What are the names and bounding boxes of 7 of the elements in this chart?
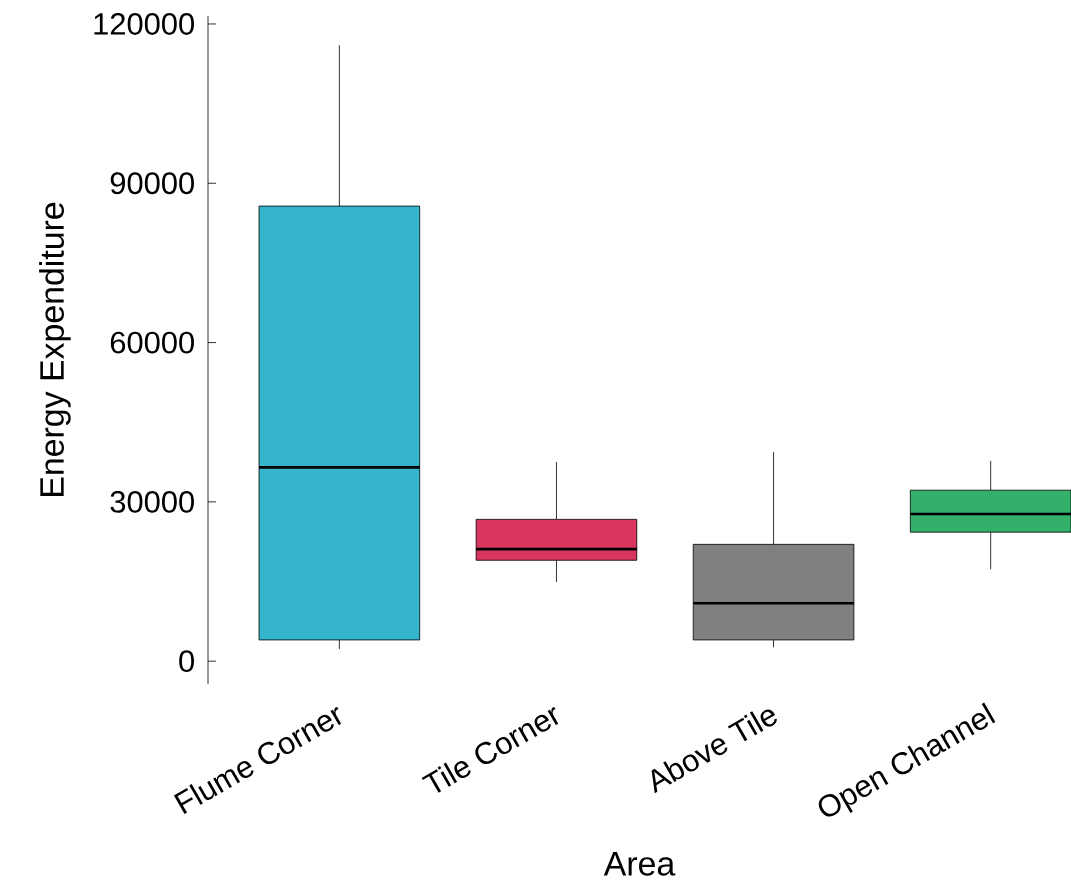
y-tick-label: 120000	[94, 13, 194, 35]
y-tick-label: 90000	[110, 172, 194, 195]
x-axis-title: Area	[603, 852, 676, 876]
y-tick-label: 0	[179, 650, 194, 673]
y-tick-label: 60000	[110, 331, 194, 354]
y-tick-label: 30000	[110, 490, 194, 513]
y-axis-title: Energy Expenditure	[39, 202, 71, 496]
